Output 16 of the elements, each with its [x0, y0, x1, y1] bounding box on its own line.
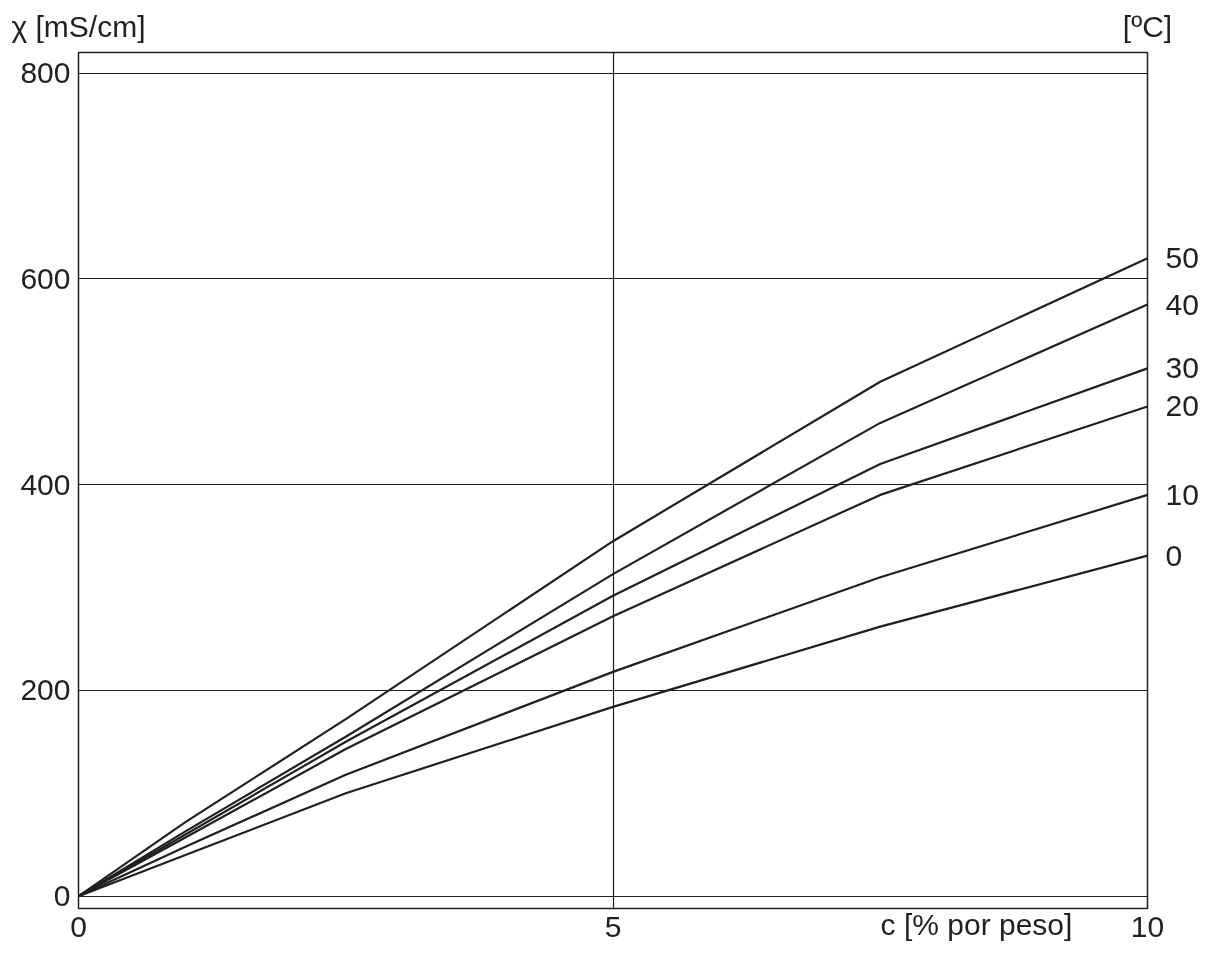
series-label: 0 [1165, 538, 1183, 572]
series-label: 20 [1165, 389, 1199, 423]
series-label: 10 [1165, 477, 1199, 511]
x-axis-title: c [% por peso] [880, 907, 1073, 941]
y-tick-label: 200 [20, 673, 71, 707]
y-tick-label: 800 [20, 56, 71, 90]
y-tick-label: 0 [53, 879, 71, 913]
series-label: 40 [1165, 287, 1199, 321]
series-label: 30 [1165, 351, 1199, 385]
x-tick-label: 5 [604, 909, 622, 943]
y-tick-label: 600 [20, 261, 71, 295]
series-label: 50 [1165, 241, 1199, 275]
y-tick-label: 400 [20, 467, 71, 501]
x-tick-label: 10 [1130, 909, 1165, 943]
text: [ºC] [1122, 9, 1173, 43]
y-axis-title: χ [mS/cm] [11, 9, 146, 43]
